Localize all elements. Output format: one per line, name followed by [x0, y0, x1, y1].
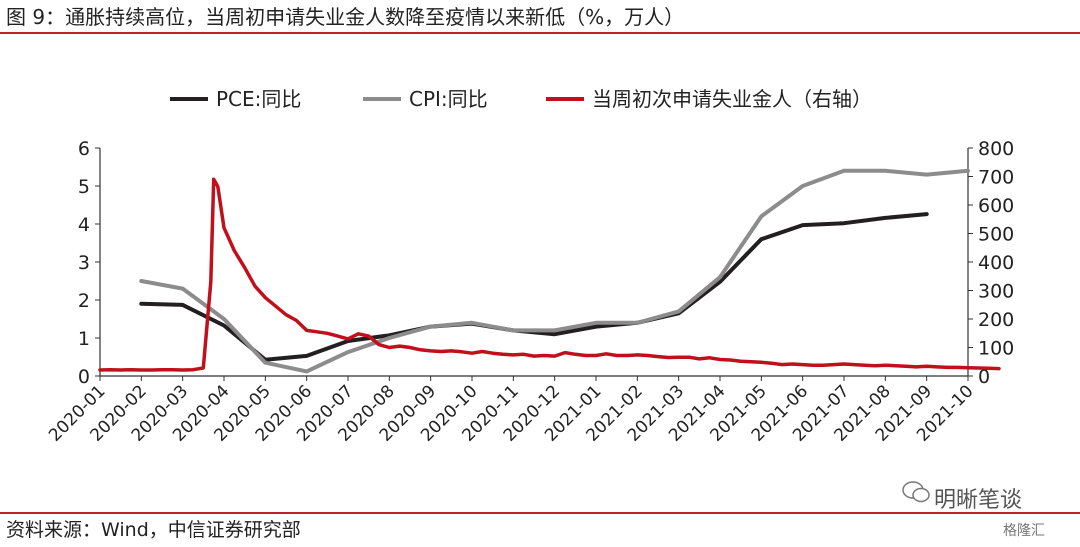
y-left-tick-label: 2	[78, 290, 90, 312]
y-left-tick-label: 6	[78, 138, 90, 160]
bottom-divider	[0, 512, 1080, 514]
legend-label-claims: 当周初次申请失业金人（右轴）	[592, 87, 872, 111]
y-left-tick-label: 5	[78, 176, 90, 198]
y-right-tick-label: 500	[978, 224, 1014, 246]
axes: 012345601002003004005006007008002020-012…	[45, 138, 1014, 446]
y-left-tick-label: 1	[78, 328, 90, 350]
y-right-tick-label: 800	[978, 138, 1014, 160]
legend-label-pce: PCE:同比	[216, 87, 301, 111]
claims-line	[98, 177, 1001, 372]
pce-line	[139, 212, 929, 362]
y-right-tick-label: 600	[978, 195, 1014, 217]
y-left-tick-label: 4	[78, 214, 90, 236]
source-note: 资料来源：Wind，中信证券研究部	[6, 519, 301, 541]
y-right-tick-label: 300	[978, 281, 1014, 303]
top-divider	[0, 32, 1080, 34]
cpi-line	[139, 168, 970, 374]
series-lines	[98, 168, 1001, 374]
y-left-tick-label: 0	[78, 366, 90, 388]
legend-label-cpi: CPI:同比	[409, 87, 488, 111]
legend: PCE:同比 CPI:同比 当周初次申请失业金人（右轴）	[170, 87, 872, 111]
y-left-tick-label: 3	[78, 252, 90, 274]
chart-title: 图 9：通胀持续高位，当周初申请失业金人数降至疫情以来新低（%，万人）	[6, 5, 685, 29]
wechat-icon	[902, 481, 930, 503]
y-right-tick-label: 0	[978, 366, 990, 388]
watermark-text: 明晰笔谈	[934, 488, 1023, 513]
chart-canvas: PCE:同比 CPI:同比 当周初次申请失业金人（右轴） 0 1 2 3 4 5 6 0 100…	[45, 87, 1014, 446]
y-right-tick-label: 700	[978, 167, 1014, 189]
y-right-tick-label: 400	[978, 252, 1014, 274]
y-right-tick-label: 100	[978, 338, 1014, 360]
y-right-tick-label: 200	[978, 309, 1014, 331]
corner-watermark: 格隆汇	[1003, 523, 1045, 539]
